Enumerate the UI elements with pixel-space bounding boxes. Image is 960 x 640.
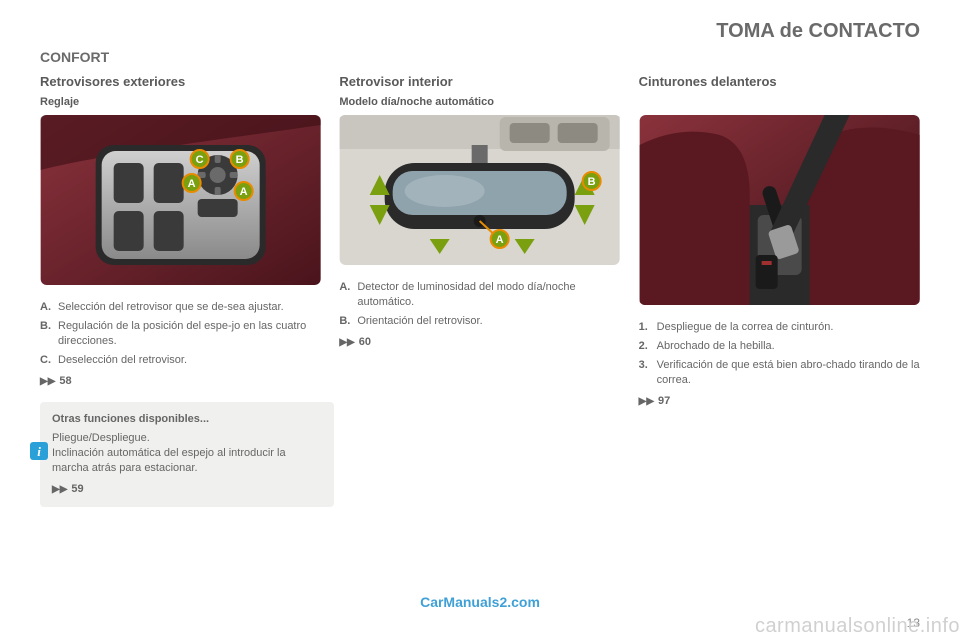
col2-pageref: ▶▶ 60: [339, 335, 620, 350]
info-title: Otras funciones disponibles...: [52, 412, 322, 427]
item-label: B.: [40, 319, 58, 349]
info-pageref: ▶▶ 59: [52, 482, 322, 497]
columns-wrapper: Retrovisores exteriores Reglaje: [40, 73, 920, 507]
arrow-icon: ▶▶: [639, 396, 654, 407]
col1-pageref: ▶▶ 58: [40, 374, 321, 389]
item-text: Selección del retrovisor que se de-sea a…: [58, 300, 321, 315]
watermark-bottom: carmanualsonline.info: [755, 615, 960, 638]
col3-item-2: 2. Abrochado de la hebilla.: [639, 339, 920, 354]
item-label: B.: [339, 314, 357, 329]
item-text: Orientación del retrovisor.: [357, 314, 620, 329]
arrow-icon: ▶▶: [40, 376, 55, 387]
item-label: A.: [40, 300, 58, 315]
pageref-number: 97: [658, 395, 670, 407]
col1-item-b: B. Regulación de la posición del espe-jo…: [40, 319, 321, 349]
col1-item-c: C. Deselección del retrovisor.: [40, 353, 321, 368]
col3-pageref: ▶▶ 97: [639, 394, 920, 409]
item-text: Detector de luminosidad del modo día/noc…: [357, 280, 620, 310]
info-line2: Inclinación automática del espejo al int…: [52, 446, 322, 476]
col1-title: Retrovisores exteriores: [40, 73, 321, 91]
pageref-number: 60: [359, 336, 371, 348]
page-header: TOMA de CONTACTO: [40, 20, 920, 43]
item-text: Abrochado de la hebilla.: [657, 339, 920, 354]
col2-item-b: B. Orientación del retrovisor.: [339, 314, 620, 329]
callout-a1: A: [188, 178, 196, 190]
seatbelt-figure: [639, 115, 920, 305]
item-label: A.: [339, 280, 357, 310]
item-label: 3.: [639, 358, 657, 388]
col2-title: Retrovisor interior: [339, 73, 620, 91]
col3-subtitle: [639, 95, 920, 110]
callout-b: B: [236, 154, 244, 166]
col-interior-mirror: Retrovisor interior Modelo día/noche aut…: [339, 73, 620, 507]
pageref-number: 58: [59, 375, 71, 387]
interior-mirror-figure: B A: [339, 115, 620, 265]
pageref-number: 59: [71, 483, 83, 495]
item-label: 1.: [639, 320, 657, 335]
col2-subtitle: Modelo día/noche automático: [339, 95, 620, 110]
item-label: 2.: [639, 339, 657, 354]
info-icon: i: [30, 442, 48, 460]
col1-item-a: A. Selección del retrovisor que se de-se…: [40, 300, 321, 315]
info-line1: Pliegue/Despliegue.: [52, 431, 322, 446]
callout-a: A: [496, 234, 504, 246]
col1-subtitle: Reglaje: [40, 95, 321, 110]
callout-c: C: [196, 154, 204, 166]
item-text: Despliegue de la correa de cinturón.: [657, 320, 920, 335]
col-seatbelts: Cinturones delanteros: [639, 73, 920, 507]
section-title: CONFORT: [40, 49, 920, 65]
manual-page: TOMA de CONTACTO CONFORT Retrovisores ex…: [0, 0, 960, 640]
item-text: Deselección del retrovisor.: [58, 353, 321, 368]
item-label: C.: [40, 353, 58, 368]
col3-item-1: 1. Despliegue de la correa de cinturón.: [639, 320, 920, 335]
exterior-mirror-control-figure: C B A A: [40, 115, 321, 285]
item-text: Verificación de que está bien abro-chado…: [657, 358, 920, 388]
col3-title: Cinturones delanteros: [639, 73, 920, 91]
col-exterior-mirrors: Retrovisores exteriores Reglaje: [40, 73, 321, 507]
item-text: Regulación de la posición del espe-jo en…: [58, 319, 321, 349]
arrow-icon: ▶▶: [339, 337, 354, 348]
col2-item-a: A. Detector de luminosidad del modo día/…: [339, 280, 620, 310]
info-box: i Otras funciones disponibles... Pliegue…: [40, 402, 334, 506]
callout-b: B: [588, 176, 596, 188]
arrow-icon: ▶▶: [52, 484, 67, 495]
callout-a2: A: [240, 186, 248, 198]
col3-item-3: 3. Verificación de que está bien abro-ch…: [639, 358, 920, 388]
watermark-center: CarManuals2.com: [420, 594, 540, 610]
